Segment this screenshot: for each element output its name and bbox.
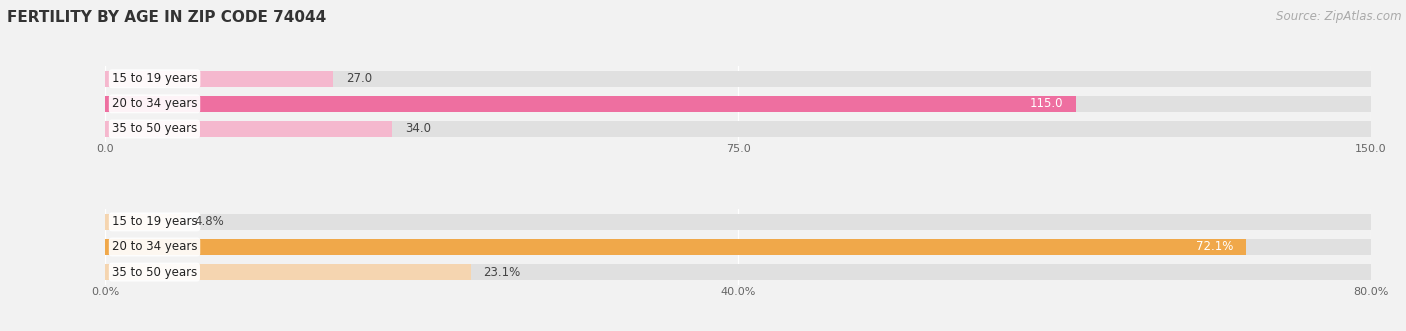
Bar	[105, 71, 333, 86]
Text: 4.8%: 4.8%	[194, 215, 224, 228]
Bar	[105, 96, 1076, 112]
Text: 20 to 34 years: 20 to 34 years	[112, 241, 197, 254]
Bar	[105, 121, 392, 137]
Text: 15 to 19 years: 15 to 19 years	[112, 72, 197, 85]
Text: 34.0: 34.0	[405, 122, 430, 135]
Bar	[105, 121, 1371, 137]
Bar	[105, 264, 1371, 280]
Text: FERTILITY BY AGE IN ZIP CODE 74044: FERTILITY BY AGE IN ZIP CODE 74044	[7, 10, 326, 25]
Bar	[105, 96, 1371, 112]
Text: 20 to 34 years: 20 to 34 years	[112, 97, 197, 110]
Text: 23.1%: 23.1%	[484, 265, 520, 279]
Text: 115.0: 115.0	[1029, 97, 1063, 110]
Text: 15 to 19 years: 15 to 19 years	[112, 215, 197, 228]
Bar	[105, 214, 1371, 230]
Text: 35 to 50 years: 35 to 50 years	[112, 122, 197, 135]
Bar	[105, 214, 181, 230]
Bar	[105, 239, 1371, 255]
Bar	[105, 264, 471, 280]
Bar	[105, 239, 1246, 255]
Text: 27.0: 27.0	[346, 72, 373, 85]
Text: Source: ZipAtlas.com: Source: ZipAtlas.com	[1277, 10, 1402, 23]
Text: 72.1%: 72.1%	[1197, 241, 1233, 254]
Text: 35 to 50 years: 35 to 50 years	[112, 265, 197, 279]
Bar	[105, 71, 1371, 86]
